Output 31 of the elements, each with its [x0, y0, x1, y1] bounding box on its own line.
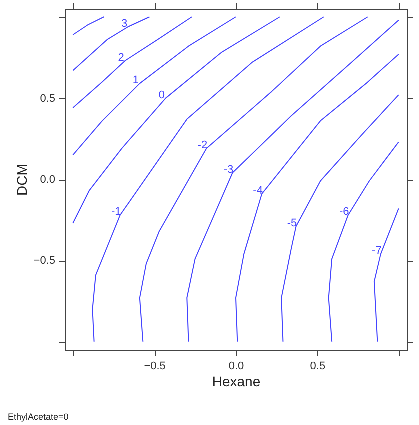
series-label: -5 [287, 218, 298, 230]
text: EthylAcetate=0 [8, 412, 69, 422]
line-series [186, 20, 400, 342]
line-series [72, 16, 280, 224]
line-series [72, 16, 150, 72]
y-tick-label: −0.5 [34, 255, 56, 268]
series-label: -2 [198, 140, 208, 152]
series-label: -4 [253, 185, 263, 198]
series-label: -6 [339, 206, 350, 218]
line-series [374, 208, 400, 342]
y-axis-title: DCM [14, 164, 30, 196]
series-label: 2 [118, 52, 124, 64]
line-series [72, 16, 193, 109]
y-tick-label: 0.0 [40, 174, 56, 186]
y-tick-label: 0.5 [40, 92, 56, 105]
line-series [139, 16, 368, 342]
line-series [92, 16, 324, 342]
x-axis-title: Hexane [212, 374, 261, 390]
line-series [236, 54, 400, 342]
line-series [328, 142, 400, 342]
series-label: 0 [158, 89, 166, 102]
series-label: 3 [121, 18, 128, 30]
line-series [72, 16, 236, 156]
line-series [281, 94, 400, 342]
series-label: -7 [372, 245, 382, 258]
series-label: -1 [111, 206, 122, 218]
x-tick-label: −0.5 [144, 360, 166, 372]
x-tick-label: 0.5 [310, 360, 326, 372]
x-tick-label: 0.0 [228, 360, 244, 372]
series-label: -3 [224, 164, 234, 176]
series-label: 1 [132, 74, 139, 87]
